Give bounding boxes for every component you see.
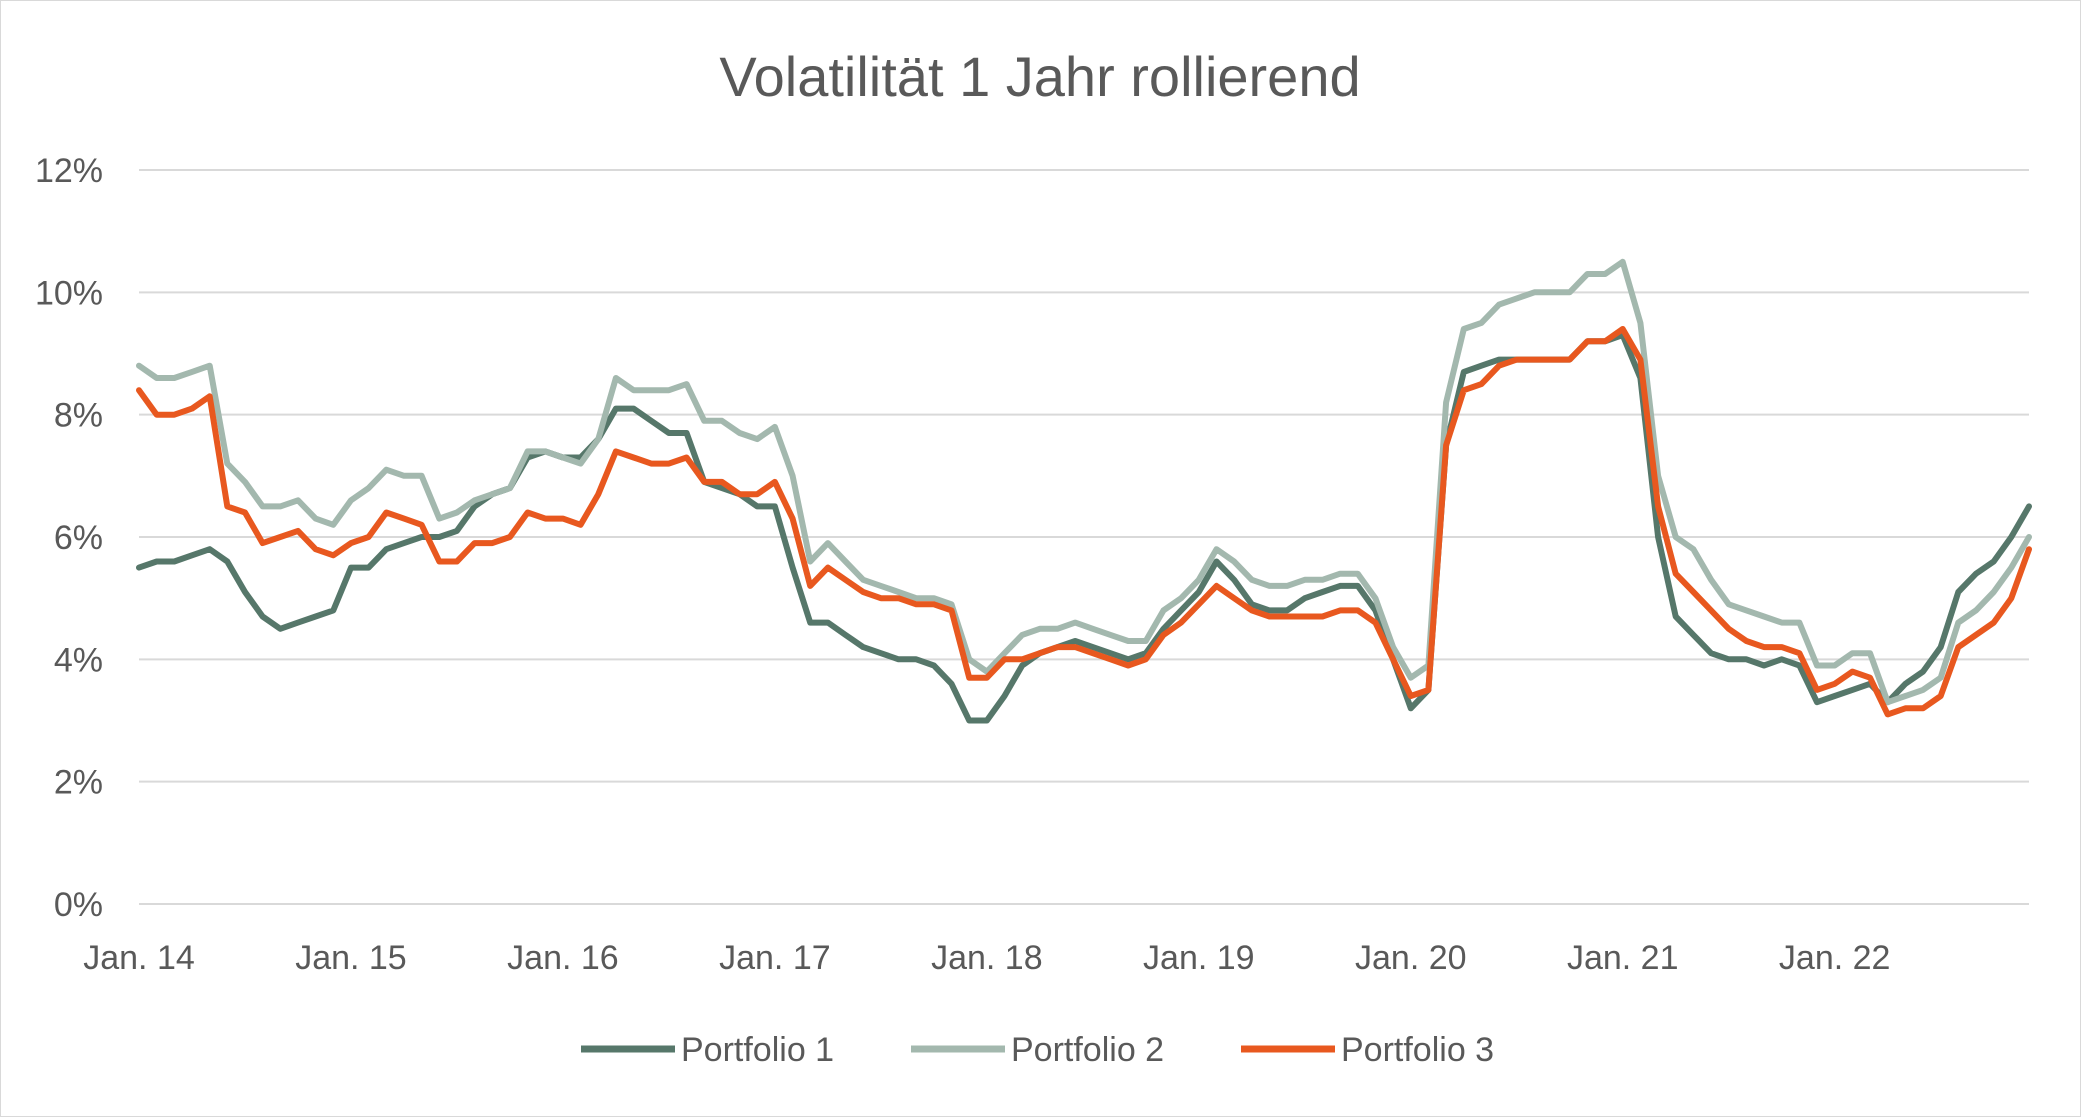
series-lines <box>136 258 2032 724</box>
legend-item-portfolio-1: Portfolio 1 <box>581 1031 834 1069</box>
x-tick-label: Jan. 18 <box>931 939 1043 977</box>
legend-label: Portfolio 2 <box>1011 1031 1164 1069</box>
series-line-portfolio-2 <box>136 258 2032 706</box>
legend-item-portfolio-2: Portfolio 2 <box>911 1031 1164 1069</box>
legend-label: Portfolio 3 <box>1341 1031 1494 1069</box>
x-tick-label: Jan. 22 <box>1779 939 1891 977</box>
legend-label: Portfolio 1 <box>681 1031 834 1069</box>
x-tick-label: Jan. 14 <box>83 939 195 977</box>
series-line-portfolio-1 <box>136 332 2032 724</box>
series-line-portfolio-3 <box>136 326 2032 718</box>
y-tick-label: 8% <box>54 397 103 435</box>
y-tick-label: 4% <box>54 641 103 679</box>
x-tick-label: Jan. 19 <box>1143 939 1255 977</box>
y-tick-label: 6% <box>54 519 103 557</box>
y-tick-label: 0% <box>54 886 103 924</box>
x-tick-label: Jan. 16 <box>507 939 619 977</box>
x-tick-label: Jan. 17 <box>719 939 831 977</box>
y-tick-label: 12% <box>35 152 103 190</box>
x-tick-label: Jan. 21 <box>1567 939 1679 977</box>
x-tick-label: Jan. 20 <box>1355 939 1467 977</box>
x-tick-label: Jan. 15 <box>295 939 407 977</box>
y-tick-label: 2% <box>54 764 103 802</box>
legend: Portfolio 1 Portfolio 2 Portfolio 3 <box>581 1031 1494 1069</box>
legend-item-portfolio-3: Portfolio 3 <box>1241 1031 1494 1069</box>
y-tick-label: 10% <box>35 274 103 312</box>
x-axis-ticks: Jan. 14 Jan. 15 Jan. 16 Jan. 17 Jan. 18 Jan. … <box>83 939 1890 977</box>
y-axis-ticks: 0% 2% 4% 6% 8% 10% 12% <box>35 152 103 924</box>
gridlines <box>139 169 2029 905</box>
chart-title: Volatilität 1 Jahr rollierend <box>719 45 1360 108</box>
